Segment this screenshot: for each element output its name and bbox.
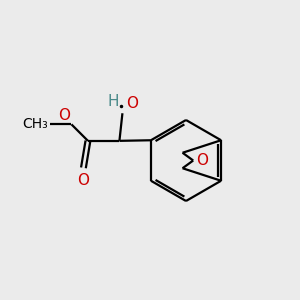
Text: O: O: [196, 153, 208, 168]
Text: H: H: [107, 94, 118, 109]
Text: O: O: [58, 108, 70, 123]
Text: CH₃: CH₃: [22, 117, 48, 131]
Text: O: O: [77, 173, 89, 188]
Text: O: O: [126, 96, 138, 111]
